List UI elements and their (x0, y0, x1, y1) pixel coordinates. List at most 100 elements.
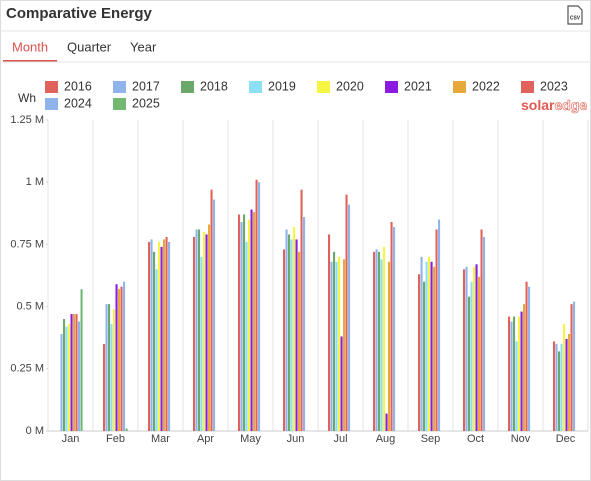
bar (213, 199, 216, 431)
bar (110, 324, 113, 431)
bar (298, 251, 301, 431)
x-tick-label: Feb (106, 433, 125, 445)
plot: 0 M 0.25 M 0.5 M 0.75 M 1 M 1.25 M Jan Feb Mar Ap… (10, 114, 589, 445)
bar (478, 276, 481, 431)
bar (480, 229, 483, 431)
bar (200, 256, 203, 431)
bar (193, 236, 196, 431)
legend-swatch (385, 81, 398, 93)
bar (463, 269, 466, 431)
bar (333, 251, 336, 431)
bar (63, 319, 66, 431)
x-tick-label: Nov (511, 433, 531, 445)
bar (195, 229, 198, 431)
bar (153, 251, 156, 431)
bar (208, 224, 211, 431)
bar (520, 311, 523, 431)
legend-swatch (521, 81, 534, 93)
bar (513, 316, 516, 431)
bar (420, 256, 423, 431)
bar (385, 413, 388, 431)
legend-swatch (45, 98, 58, 110)
legend-label: 2025 (132, 96, 160, 110)
bar (245, 241, 248, 431)
bar (150, 239, 153, 431)
bar (250, 209, 253, 431)
bar (375, 249, 378, 431)
bar (253, 212, 256, 431)
bar (285, 229, 288, 431)
tab-bar: Month Quarter Year (3, 39, 157, 63)
legend-label: 2018 (200, 79, 228, 93)
x-tick-label: Oct (467, 433, 484, 445)
csv-label: CSV (570, 15, 581, 21)
y-tick-label: 0.75 M (10, 238, 44, 250)
bar (288, 234, 291, 431)
logo-part: edge (554, 97, 587, 113)
bar (380, 259, 383, 431)
bar (390, 222, 393, 431)
bar (148, 241, 151, 431)
bar (295, 239, 298, 431)
x-tick-label: Jun (287, 433, 305, 445)
legend-label: 2019 (268, 79, 296, 93)
bar (555, 343, 558, 431)
bar (465, 266, 468, 431)
bar (328, 234, 331, 431)
bar (435, 229, 438, 431)
legend-label: 2022 (472, 79, 500, 93)
bar (103, 343, 106, 431)
bar (248, 219, 251, 431)
bar (80, 289, 83, 431)
active-tab-underline (3, 60, 58, 63)
bar (423, 281, 426, 431)
legend-label: 2020 (336, 79, 364, 93)
bar (243, 214, 246, 431)
bar (70, 314, 73, 431)
bar (105, 304, 108, 431)
bar (290, 239, 293, 431)
bar (158, 241, 161, 431)
bar (508, 316, 511, 431)
bar (118, 289, 121, 431)
bar (373, 251, 376, 431)
bar (523, 304, 526, 431)
legend-label: 2017 (132, 79, 160, 93)
bar (348, 204, 351, 431)
legend-label: 2021 (404, 79, 432, 93)
bar (293, 226, 296, 431)
bar (203, 231, 206, 431)
bar (418, 274, 421, 431)
tab[interactable]: Year (130, 39, 157, 54)
legend-swatch (45, 81, 58, 93)
bar (560, 343, 563, 431)
bar (383, 246, 386, 431)
x-tick-label: Sep (421, 433, 441, 445)
tab[interactable]: Quarter (67, 39, 112, 54)
bar (568, 333, 571, 431)
bar (338, 256, 341, 431)
bar (393, 226, 396, 431)
bar (113, 309, 116, 431)
y-tick-label: 0.25 M (10, 363, 44, 375)
bar (300, 189, 303, 431)
csv-button[interactable]: CSV (567, 5, 583, 25)
y-tick-label: 1 M (26, 176, 44, 188)
bar (470, 281, 473, 431)
bar (428, 256, 431, 431)
tab[interactable]: Month (12, 39, 48, 54)
bar (75, 314, 78, 431)
bar (258, 182, 261, 431)
bar (425, 261, 428, 431)
y-tick-label: 1.25 M (10, 114, 44, 126)
legend-swatch (453, 81, 466, 93)
bar (165, 236, 168, 431)
csv-icon (567, 5, 583, 25)
logo-part: solar (521, 97, 555, 113)
y-axis-label: Wh (18, 91, 36, 105)
bar (123, 281, 126, 431)
bar (573, 301, 576, 431)
bar (528, 286, 531, 431)
bar (468, 296, 471, 431)
